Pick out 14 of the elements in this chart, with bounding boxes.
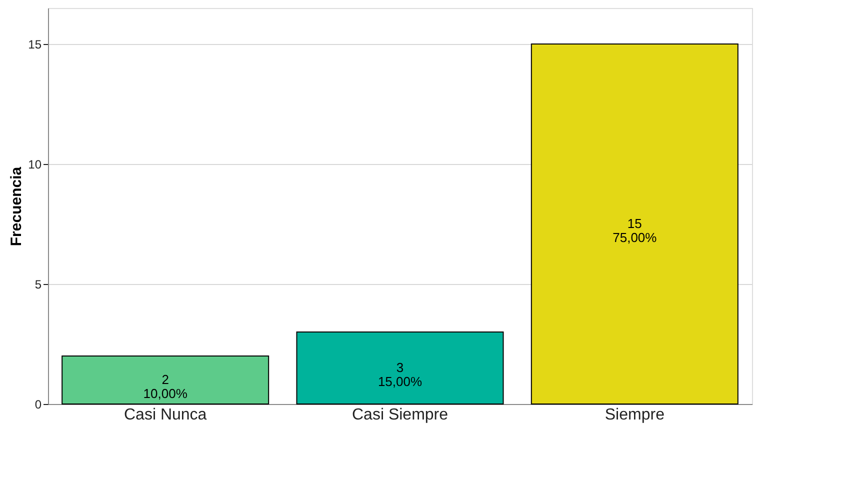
x-tick-label: Casi Nunca (124, 406, 207, 424)
y-tick-label: 15 (28, 38, 42, 52)
y-tick-label: 10 (28, 158, 42, 172)
y-tick-label: 0 (34, 398, 42, 412)
x-tick-label: Siempre (604, 406, 665, 424)
y-axis-title: Frecuencia (8, 166, 26, 246)
bar (530, 44, 738, 404)
data-label: 2 10,00% (143, 372, 188, 401)
bar (62, 356, 270, 404)
bar (296, 332, 504, 404)
data-label: 3 15,00% (378, 360, 422, 389)
x-tick-label: Casi Siempre (352, 406, 448, 424)
y-tick-label: 5 (34, 278, 42, 292)
data-label: 15 75,00% (612, 216, 658, 245)
